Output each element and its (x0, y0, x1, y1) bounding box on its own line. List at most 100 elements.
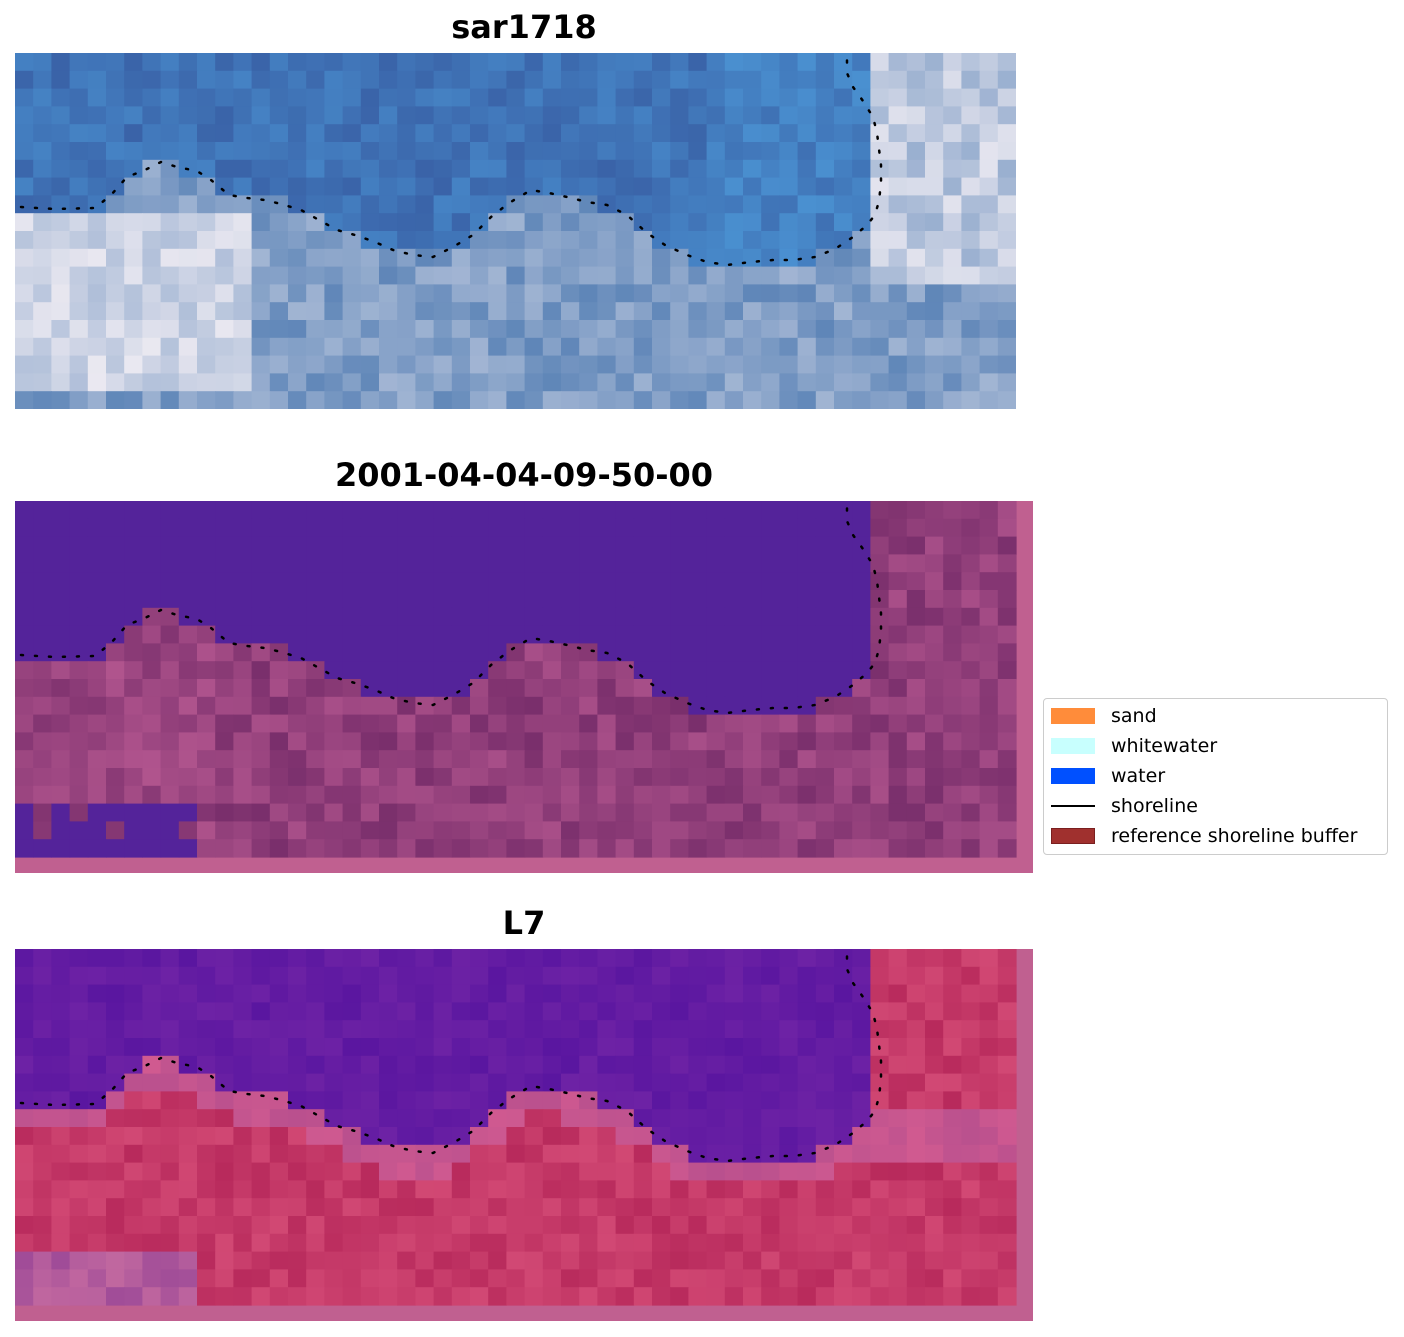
pixel (215, 607, 234, 627)
pixel (51, 949, 71, 968)
pixel (997, 785, 1017, 805)
pixel (433, 714, 453, 733)
pixel (561, 302, 580, 321)
pixel (197, 1073, 216, 1092)
pixel (615, 518, 635, 538)
pixel (615, 391, 635, 409)
pixel (160, 106, 180, 125)
pixel (561, 88, 580, 107)
pixel (925, 124, 944, 143)
pixel (269, 142, 289, 161)
pixel (87, 231, 107, 250)
pixel (852, 159, 871, 179)
pixel (488, 1038, 507, 1057)
pixel (178, 1216, 198, 1235)
pixel (51, 1233, 71, 1253)
pixel (142, 195, 162, 214)
pixel (379, 159, 398, 179)
pixel (215, 1002, 234, 1021)
pixel (178, 1233, 198, 1253)
pixel (688, 803, 708, 822)
pixel (834, 1162, 853, 1181)
legend-label-whitewater: whitewater (1111, 735, 1218, 757)
pixel (342, 1287, 362, 1306)
pixel (906, 821, 926, 840)
pixel (360, 1055, 380, 1075)
pixel (888, 536, 908, 555)
pixel (870, 302, 890, 321)
pixel (379, 106, 398, 125)
pixel (670, 984, 689, 1003)
pixel (724, 501, 744, 520)
pixel (652, 966, 671, 986)
pixel (251, 966, 271, 986)
pixel (579, 1251, 598, 1270)
pixel (597, 1198, 617, 1217)
pixel (288, 1091, 307, 1110)
pixel (342, 643, 362, 662)
pixel (561, 643, 580, 662)
pixel (51, 590, 71, 609)
pixel (761, 785, 780, 805)
pixel (251, 1127, 271, 1146)
pixel (451, 195, 471, 214)
pixel (106, 1251, 125, 1270)
pixel (470, 1038, 489, 1057)
pixel (379, 536, 398, 555)
pixel (379, 1269, 398, 1288)
pixel (925, 679, 944, 698)
pixel (379, 88, 398, 107)
pixel (215, 391, 234, 409)
pixel (379, 142, 398, 161)
pixel (433, 1091, 453, 1110)
pixel (324, 732, 344, 751)
pixel (797, 1269, 817, 1288)
pixel (251, 70, 271, 90)
pixel (925, 284, 944, 303)
pixel (87, 949, 107, 968)
pixel (470, 785, 489, 805)
pixel (215, 821, 234, 840)
pixel (15, 284, 34, 303)
pixel (233, 1127, 253, 1146)
pixel (269, 625, 289, 644)
pixel (433, 1020, 453, 1039)
pixel (306, 750, 325, 769)
pixel (961, 1038, 981, 1057)
pixel (178, 803, 198, 822)
pixel (870, 355, 890, 374)
pixel (761, 768, 780, 787)
pixel (288, 391, 307, 409)
pixel (961, 337, 981, 357)
pixel (215, 70, 234, 90)
pixel (888, 1180, 908, 1199)
pixel (288, 821, 307, 840)
pixel (997, 1055, 1017, 1075)
pixel (324, 750, 344, 769)
pixel (979, 750, 999, 769)
pixel (433, 1055, 453, 1075)
pixel (342, 1144, 362, 1164)
pixel (306, 643, 325, 662)
pixel (87, 1127, 107, 1146)
pixel (51, 1055, 71, 1075)
pixel (51, 70, 71, 90)
pixel (397, 643, 416, 662)
pixel (178, 536, 198, 555)
pixel (178, 320, 198, 339)
pixel (579, 590, 598, 609)
pixel (142, 1180, 162, 1199)
pixel (888, 355, 908, 374)
pixel (306, 266, 325, 285)
pixel (324, 661, 344, 680)
pixel (251, 679, 271, 698)
pixel (579, 821, 598, 840)
pixel (397, 607, 416, 627)
pixel (269, 984, 289, 1003)
pixel (925, 1180, 944, 1199)
pixel (561, 391, 580, 409)
pixel (997, 1251, 1017, 1270)
pixel (197, 732, 216, 751)
pixel (215, 213, 234, 232)
pixel (706, 661, 726, 680)
